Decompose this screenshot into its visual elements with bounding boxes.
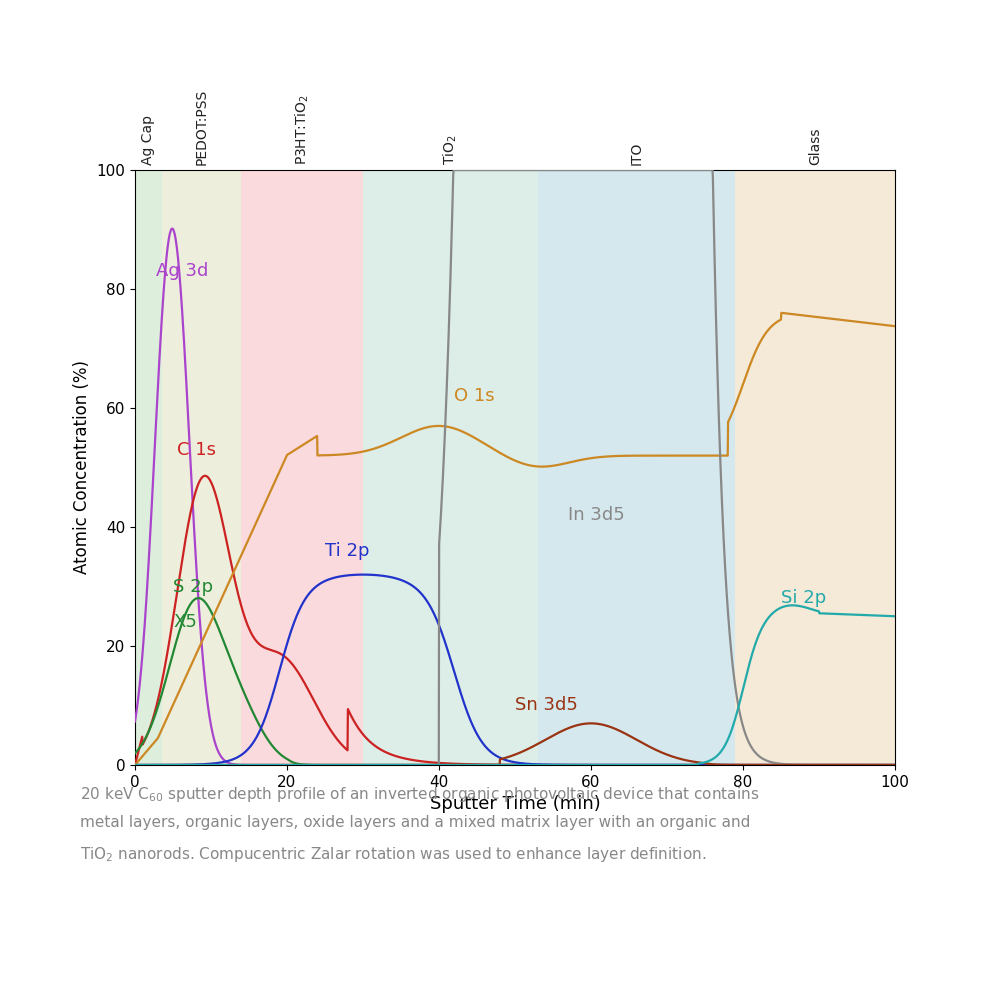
Text: ITO: ITO [630, 142, 644, 165]
Text: In 3d5: In 3d5 [568, 506, 625, 524]
Bar [241, 170, 363, 765]
Y-axis label: Atomic Concentration (%): Atomic Concentration (%) [73, 360, 91, 574]
Text: O 1s: O 1s [454, 387, 495, 405]
Text: PEDOT:PSS: PEDOT:PSS [194, 89, 208, 165]
Text: metal layers, organic layers, oxide layers and a mixed matrix layer with an orga: metal layers, organic layers, oxide laye… [80, 815, 750, 830]
Text: Si 2p: Si 2p [781, 589, 826, 607]
Text: C 1s: C 1s [177, 441, 216, 459]
Text: 20 keV C$_{60}$ sputter depth profile of an inverted organic photovoltaic device: 20 keV C$_{60}$ sputter depth profile of… [80, 785, 759, 804]
Text: Glass: Glass [808, 127, 822, 165]
Text: TiO$_2$: TiO$_2$ [442, 134, 459, 165]
Bar [538, 170, 735, 765]
Text: Ag 3d: Ag 3d [156, 262, 209, 280]
Text: Ag Cap: Ag Cap [141, 115, 155, 165]
Text: TiO$_2$ nanorods. Compucentric Zalar rotation was used to enhance layer definiti: TiO$_2$ nanorods. Compucentric Zalar rot… [80, 845, 706, 864]
X-axis label: Sputter Time (min): Sputter Time (min) [430, 795, 600, 813]
Bar [162, 170, 241, 765]
Bar [363, 170, 538, 765]
Text: S 2p: S 2p [173, 578, 213, 595]
Text: X5: X5 [173, 613, 197, 631]
Bar [135, 170, 162, 765]
Text: Ti 2p: Ti 2p [325, 542, 370, 560]
Text: Sn 3d5: Sn 3d5 [515, 696, 578, 714]
Bar [735, 170, 895, 765]
Text: P3HT:TiO$_2$: P3HT:TiO$_2$ [294, 94, 311, 165]
